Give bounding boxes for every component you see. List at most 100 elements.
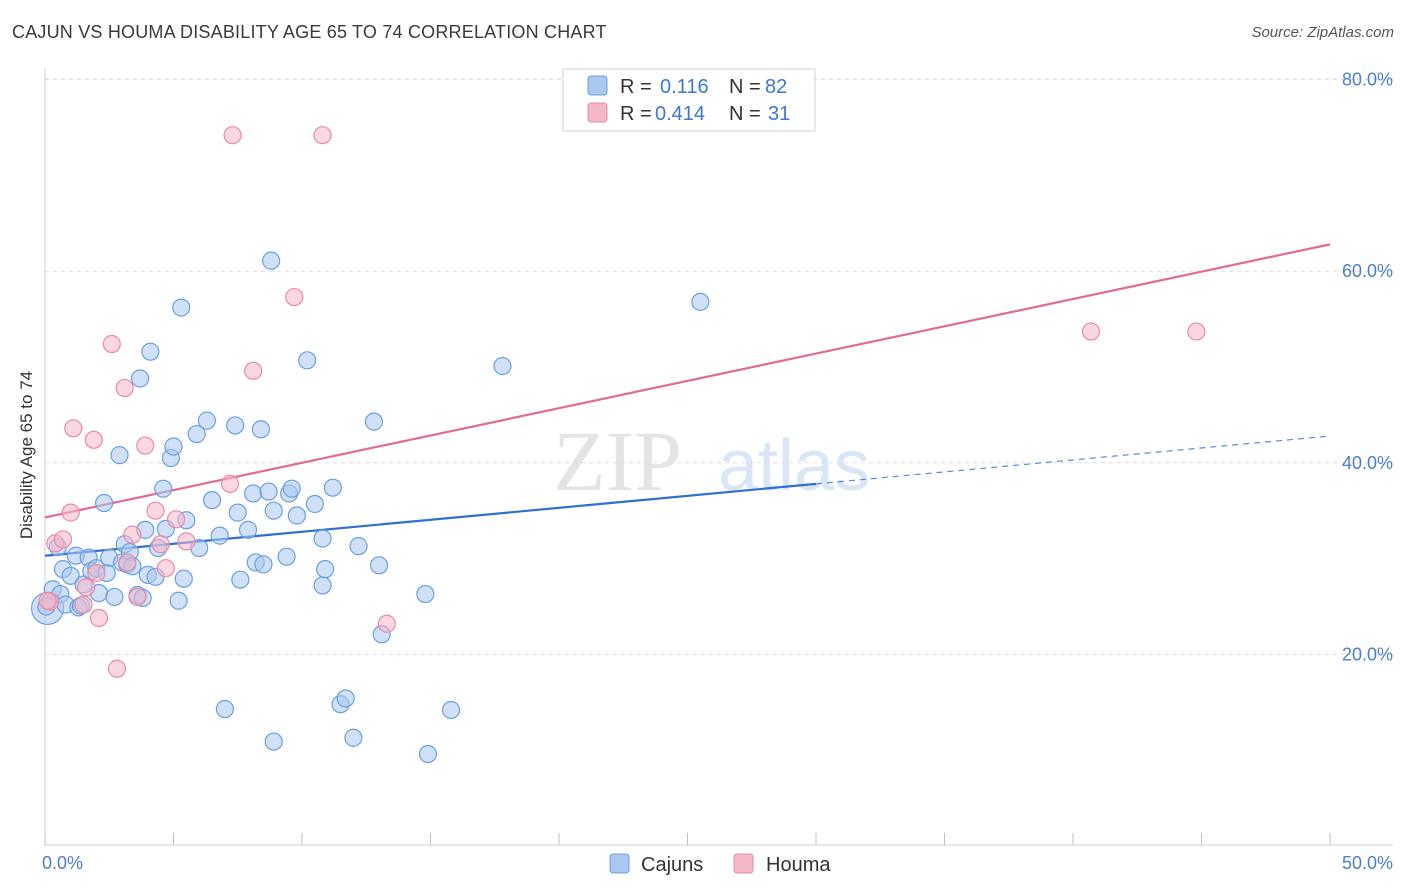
axes: 20.0% 40.0% 60.0% 80.0% 0.0% 50.0%	[42, 68, 1393, 873]
y-tick-label: 20.0%	[1342, 644, 1393, 664]
data-point-houma	[128, 587, 147, 607]
legend-r-value: 0.116	[660, 76, 709, 98]
legend-swatch-cajuns	[587, 75, 608, 96]
data-point-cajuns	[226, 416, 245, 435]
data-point-cajuns	[493, 356, 512, 376]
data-point-cajuns	[277, 547, 296, 566]
data-point-cajuns	[313, 576, 332, 595]
data-point-houma	[107, 659, 127, 678]
data-point-cajuns	[210, 526, 229, 545]
data-point-cajuns	[313, 529, 332, 548]
data-point-cajuns	[187, 424, 206, 444]
data-point-cajuns	[287, 506, 306, 525]
data-point-cajuns	[254, 555, 273, 574]
data-point-houma	[136, 436, 155, 455]
data-point-cajuns	[344, 728, 363, 747]
data-point-houma	[177, 532, 196, 551]
data-point-houma	[118, 553, 137, 572]
data-point-cajuns	[441, 700, 461, 720]
y-axis-title: Disability Age 65 to 74	[17, 371, 36, 539]
data-point-houma	[166, 510, 186, 529]
data-point-houma	[77, 578, 96, 597]
legend-bottom: Cajuns Houma	[609, 853, 831, 876]
legend-n-label: N =	[729, 76, 761, 98]
x-tick-label-max: 50.0%	[1342, 853, 1393, 873]
data-point-houma	[151, 535, 170, 554]
data-point-cajuns	[251, 420, 270, 439]
data-point-cajuns	[282, 479, 301, 498]
data-point-cajuns	[364, 412, 384, 431]
data-point-cajuns	[323, 478, 342, 497]
data-point-cajuns	[416, 584, 435, 604]
data-point-houma	[1081, 322, 1101, 341]
data-point-houma	[74, 595, 93, 614]
data-point-houma	[223, 126, 242, 145]
data-point-cajuns	[169, 591, 188, 610]
data-point-cajuns	[197, 411, 217, 430]
x-tick-label-min: 0.0%	[42, 853, 83, 873]
legend-swatch-houma	[587, 102, 608, 123]
data-point-cajuns	[262, 251, 281, 270]
data-point-houma	[64, 419, 83, 438]
data-point-cajuns	[130, 369, 150, 388]
data-point-houma	[220, 474, 240, 493]
data-point-cajuns	[202, 491, 222, 510]
data-point-cajuns	[370, 556, 389, 575]
data-point-houma	[146, 501, 165, 520]
legend-bottom-swatch-cajuns	[609, 853, 630, 874]
y-tick-label: 80.0%	[1342, 70, 1393, 90]
data-point-houma	[89, 608, 109, 628]
data-point-houma	[377, 614, 396, 633]
data-point-cajuns	[154, 479, 173, 498]
data-point-houma	[102, 334, 121, 354]
trend-extension-cajuns	[815, 435, 1331, 485]
data-point-cajuns	[316, 560, 335, 579]
y-tick-label: 40.0%	[1342, 453, 1393, 473]
data-point-cajuns	[244, 484, 263, 503]
data-point-cajuns	[418, 744, 438, 764]
trend-line-houma	[44, 243, 1331, 519]
legend-n-value: 82	[765, 76, 787, 98]
legend-r-label: R =	[620, 76, 652, 98]
legend-bottom-label-houma: Houma	[766, 854, 831, 876]
data-points	[30, 126, 1206, 764]
data-point-houma	[285, 287, 304, 307]
data-point-houma	[1187, 322, 1206, 341]
legend-r-label: R =	[620, 103, 652, 125]
data-point-houma	[87, 563, 106, 583]
data-point-cajuns	[298, 351, 317, 370]
chart-title: CAJUN VS HOUMA DISABILITY AGE 65 TO 74 C…	[12, 22, 607, 42]
data-point-houma	[244, 361, 263, 380]
data-point-cajuns	[305, 494, 324, 514]
data-point-houma	[38, 591, 57, 610]
legend-top: R = 0.116 N = 82 R = 0.414 N = 31	[562, 68, 816, 132]
legend-n-label: N =	[729, 103, 761, 125]
data-point-cajuns	[228, 503, 247, 522]
data-point-cajuns	[164, 437, 183, 456]
data-point-cajuns	[336, 689, 355, 708]
data-point-cajuns	[215, 699, 234, 719]
data-point-houma	[61, 503, 80, 522]
data-point-houma	[156, 559, 175, 578]
data-point-cajuns	[238, 520, 258, 539]
data-point-cajuns	[172, 298, 191, 317]
data-point-cajuns	[61, 566, 80, 585]
data-point-cajuns	[349, 537, 368, 556]
source-credit: Source: ZipAtlas.com	[1251, 24, 1394, 41]
data-point-cajuns	[95, 493, 114, 513]
data-point-cajuns	[264, 732, 283, 751]
watermark-atlas: atlas	[718, 426, 870, 506]
legend-r-value: 0.414	[655, 103, 705, 125]
data-point-cajuns	[259, 482, 278, 501]
watermark-zip: ZIP	[553, 413, 682, 509]
legend-n-value: 31	[768, 103, 790, 125]
legend-bottom-swatch-houma	[733, 853, 754, 874]
data-point-houma	[84, 430, 103, 449]
trend-lines	[44, 243, 1331, 557]
data-point-houma	[115, 378, 134, 398]
data-point-houma	[313, 126, 332, 145]
data-point-houma	[53, 530, 73, 549]
data-point-cajuns	[691, 292, 710, 311]
data-point-cajuns	[105, 587, 124, 607]
trend-line-cajuns	[44, 482, 817, 557]
